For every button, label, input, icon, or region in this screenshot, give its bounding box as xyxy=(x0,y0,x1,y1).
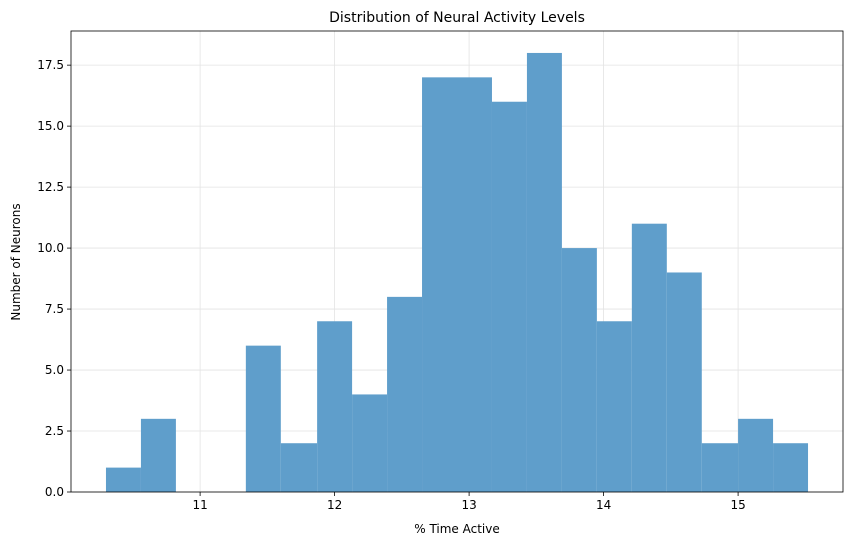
chart-title: Distribution of Neural Activity Levels xyxy=(329,10,585,26)
histogram-bar xyxy=(245,345,281,492)
ticks-layer: 11 12 13 14 15 0.0 2.5 5.0 7.5 10.0 12.5 15.0 17.5 xyxy=(37,58,745,512)
histogram-bar xyxy=(773,443,809,492)
histogram-bar xyxy=(561,248,597,492)
histogram-bar xyxy=(422,77,457,492)
x-tick-label: 13 xyxy=(461,498,476,512)
x-tick-label: 11 xyxy=(192,498,207,512)
histogram-bar xyxy=(280,443,318,492)
y-tick-label: 0.0 xyxy=(45,485,64,499)
histogram-bar xyxy=(526,52,562,492)
x-axis-label: % Time Active xyxy=(414,522,500,536)
y-tick-label: 2.5 xyxy=(45,424,64,438)
histogram-bar xyxy=(738,418,774,492)
y-tick-label: 5.0 xyxy=(45,363,64,377)
histogram-bar xyxy=(631,223,667,492)
y-tick-label: 10.0 xyxy=(37,241,64,255)
histogram-bar xyxy=(491,101,527,493)
bars-layer xyxy=(105,52,809,493)
histogram-bar xyxy=(457,77,492,492)
y-axis-label: Number of Neurons xyxy=(9,203,23,320)
histogram-bar xyxy=(596,321,632,492)
x-tick-label: 14 xyxy=(596,498,611,512)
x-tick-label: 12 xyxy=(327,498,342,512)
histogram-bar xyxy=(317,321,353,492)
plot-frame xyxy=(70,30,844,493)
y-tick-label: 15.0 xyxy=(37,119,64,133)
histogram-bar xyxy=(140,418,176,492)
x-tick-label: 15 xyxy=(730,498,745,512)
histogram-bar xyxy=(666,272,702,492)
axes-layer xyxy=(70,30,844,493)
histogram-bar xyxy=(105,467,141,492)
y-tick-label: 7.5 xyxy=(45,302,64,316)
y-tick-label: 12.5 xyxy=(37,180,64,194)
histogram-bar xyxy=(352,394,388,492)
y-tick-label: 17.5 xyxy=(37,58,64,72)
histogram-bar xyxy=(701,443,739,492)
histogram-bar xyxy=(387,296,423,492)
